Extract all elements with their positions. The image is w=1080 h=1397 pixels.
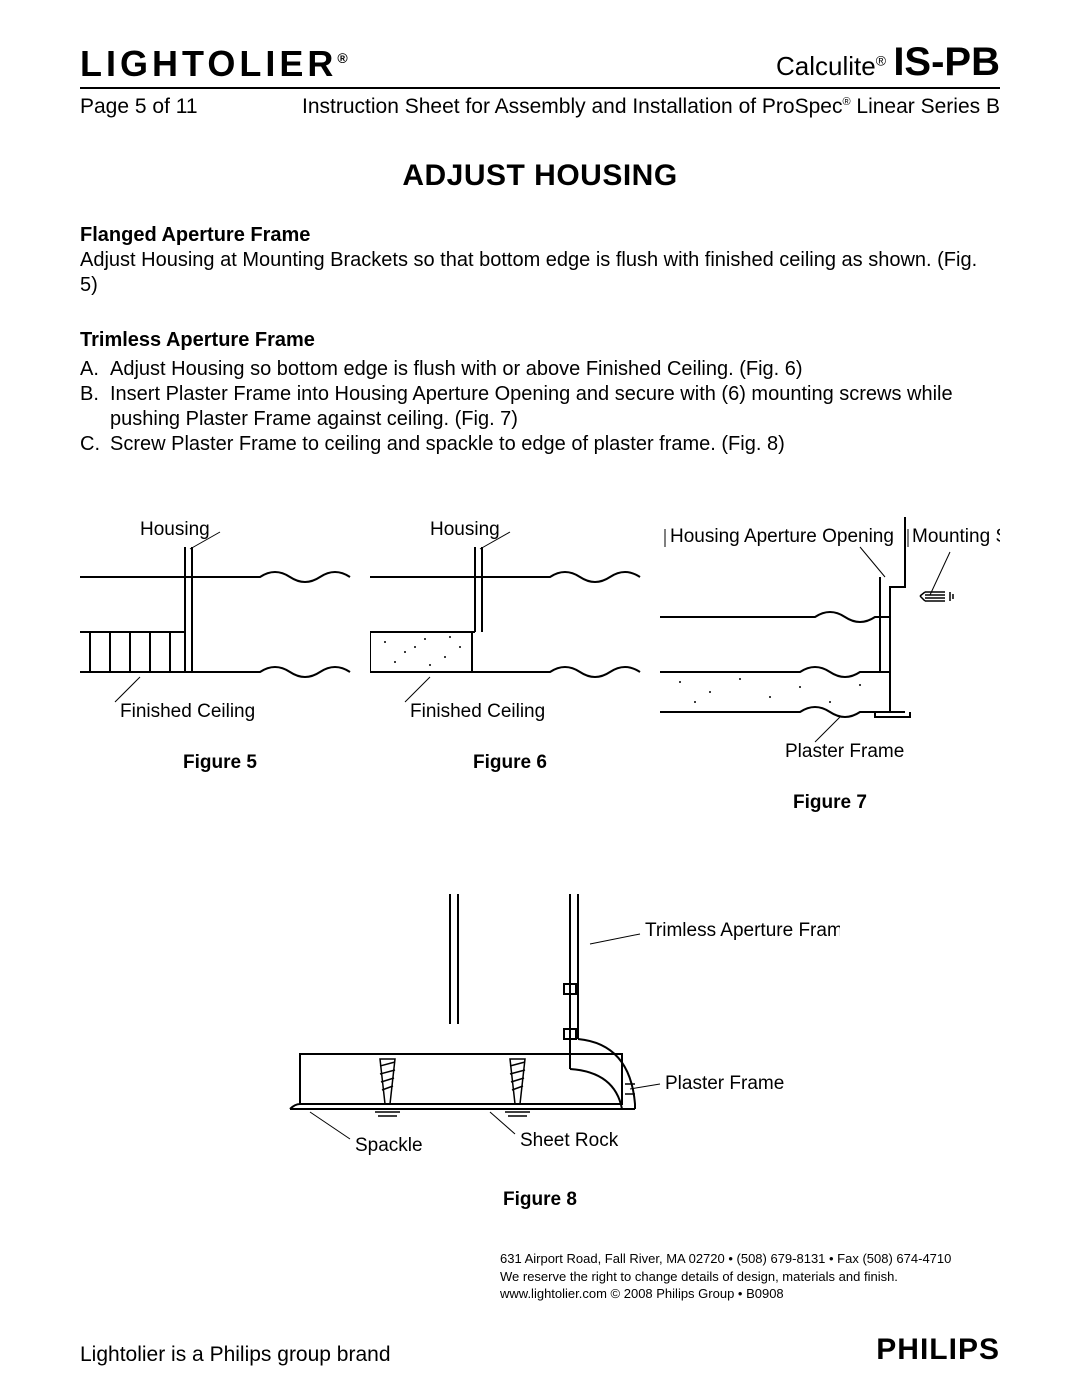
footer-bottom: Lightolier is a Philips group brand PHIL…	[80, 1333, 1000, 1367]
figure-8-svg: Trimless Aperture Frame Plaster Frame Sh…	[240, 894, 840, 1174]
figure-7: Housing Aperture Opening Mounting Screw	[660, 517, 1000, 814]
brand-text: LIGHTOLIER	[80, 43, 337, 84]
item-letter: C.	[80, 432, 110, 457]
fig6-ceiling-label: Finished Ceiling	[410, 701, 545, 722]
fig5-housing-label: Housing	[140, 519, 210, 540]
product-line: Calculite	[776, 51, 876, 81]
product-code: IS-PB	[893, 40, 1000, 84]
list-item: B. Insert Plaster Frame into Housing Ape…	[80, 382, 1000, 432]
fig7-caption: Figure 7	[660, 792, 1000, 814]
fig8-plaster-label: Plaster Frame	[665, 1073, 784, 1094]
list-item: A. Adjust Housing so bottom edge is flus…	[80, 357, 1000, 382]
footer-disclaimer: We reserve the right to change details o…	[500, 1268, 1000, 1286]
item-text: Adjust Housing so bottom edge is flush w…	[110, 357, 803, 382]
fig6-caption: Figure 6	[370, 752, 650, 774]
product-title: Calculite® IS-PB	[776, 40, 1000, 85]
subheader: Page 5 of 11 Instruction Sheet for Assem…	[80, 89, 1000, 119]
footer-tagline: Lightolier is a Philips group brand	[80, 1343, 391, 1367]
figure-7-svg: Housing Aperture Opening Mounting Screw	[660, 517, 1000, 777]
trimless-heading: Trimless Aperture Frame	[80, 328, 1000, 353]
footer-text: 631 Airport Road, Fall River, MA 02720 •…	[500, 1250, 1000, 1303]
figure-5-svg: Housing Finished Ceiling	[80, 517, 360, 737]
section-trimless: Trimless Aperture Frame A. Adjust Housin…	[80, 328, 1000, 457]
figures-row-top: Housing Finished Ceiling Figure 5	[80, 517, 1000, 814]
page-indicator: Page 5 of 11	[80, 95, 198, 119]
list-item: C. Screw Plaster Frame to ceiling and sp…	[80, 432, 1000, 457]
item-text: Insert Plaster Frame into Housing Apertu…	[110, 382, 1000, 432]
fig7-screw-label: Mounting Screw	[912, 526, 1000, 547]
fig7-plaster-label: Plaster Frame	[785, 741, 904, 762]
fig7-opening-label: Housing Aperture Opening	[670, 526, 894, 547]
trimless-list: A. Adjust Housing so bottom edge is flus…	[80, 357, 1000, 457]
section-flanged: Flanged Aperture Frame Adjust Housing at…	[80, 223, 1000, 298]
fig8-trimless-label: Trimless Aperture Frame	[645, 920, 840, 941]
fig8-caption: Figure 8	[80, 1189, 1000, 1211]
flanged-body: Adjust Housing at Mounting Brackets so t…	[80, 248, 1000, 298]
figure-6: Housing Finished Ceiling Figure 6	[370, 517, 650, 814]
doc-title: Instruction Sheet for Assembly and Insta…	[302, 95, 1000, 119]
brand-logo: LIGHTOLIER®	[80, 43, 348, 85]
flanged-heading: Flanged Aperture Frame	[80, 223, 1000, 248]
main-title: ADJUST HOUSING	[80, 159, 1000, 193]
figure-5: Housing Finished Ceiling Figure 5	[80, 517, 360, 814]
footer-copyright: www.lightolier.com © 2008 Philips Group …	[500, 1285, 1000, 1303]
fig8-sheetrock-label: Sheet Rock	[520, 1130, 619, 1151]
item-letter: A.	[80, 357, 110, 382]
fig6-housing-label: Housing	[430, 519, 500, 540]
footer-address: 631 Airport Road, Fall River, MA 02720 •…	[500, 1250, 1000, 1268]
header: LIGHTOLIER® Calculite® IS-PB	[80, 40, 1000, 89]
figure-6-svg: Housing Finished Ceiling	[370, 517, 650, 737]
item-letter: B.	[80, 382, 110, 432]
fig5-ceiling-label: Finished Ceiling	[120, 701, 255, 722]
fig8-spackle-label: Spackle	[355, 1135, 423, 1156]
figure-8: Trimless Aperture Frame Plaster Frame Sh…	[80, 894, 1000, 1211]
philips-logo: PHILIPS	[876, 1333, 1000, 1367]
footer: 631 Airport Road, Fall River, MA 02720 •…	[80, 1250, 1000, 1367]
fig5-caption: Figure 5	[80, 752, 360, 774]
item-text: Screw Plaster Frame to ceiling and spack…	[110, 432, 785, 457]
